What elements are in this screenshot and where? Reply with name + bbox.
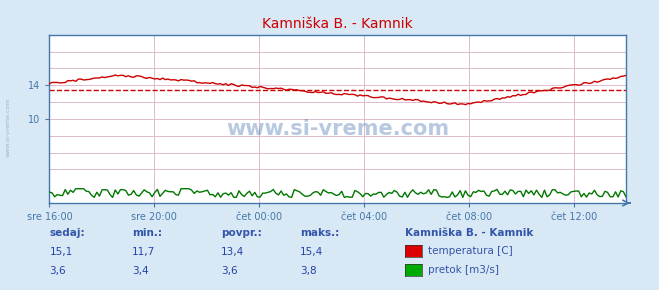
Text: 3,6: 3,6 <box>221 266 237 276</box>
Text: Kamniška B. - Kamnik: Kamniška B. - Kamnik <box>405 228 534 238</box>
Text: www.si-vreme.com: www.si-vreme.com <box>226 119 449 139</box>
Text: 13,4: 13,4 <box>221 247 244 257</box>
Text: pretok [m3/s]: pretok [m3/s] <box>428 265 500 275</box>
Text: maks.:: maks.: <box>300 228 339 238</box>
Text: sedaj:: sedaj: <box>49 228 85 238</box>
Text: temperatura [C]: temperatura [C] <box>428 246 513 256</box>
Text: 3,8: 3,8 <box>300 266 316 276</box>
Text: 15,4: 15,4 <box>300 247 323 257</box>
Text: 15,1: 15,1 <box>49 247 72 257</box>
Title: Kamniška B. - Kamnik: Kamniška B. - Kamnik <box>262 17 413 31</box>
Text: povpr.:: povpr.: <box>221 228 262 238</box>
Text: 3,4: 3,4 <box>132 266 148 276</box>
Text: 3,6: 3,6 <box>49 266 66 276</box>
Text: min.:: min.: <box>132 228 162 238</box>
Text: 11,7: 11,7 <box>132 247 155 257</box>
Text: www.si-vreme.com: www.si-vreme.com <box>5 98 11 157</box>
